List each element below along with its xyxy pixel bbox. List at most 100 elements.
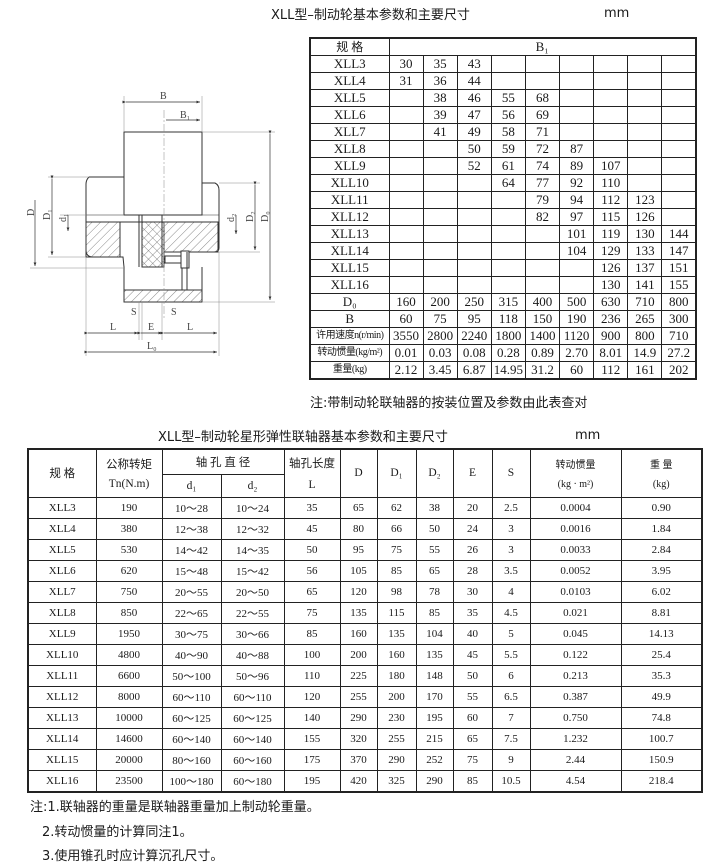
table-cell: 3.95 xyxy=(620,559,703,582)
param-label: 许用速度n(r/min) xyxy=(309,327,390,345)
param-cell: 0.89 xyxy=(524,344,561,362)
table-cell: 110 xyxy=(283,664,341,687)
footnote-2: 2.转动惯量的计算同注1。 xyxy=(42,825,193,840)
b1-cell xyxy=(627,55,663,73)
table-row: XLL14 14600 60～140 60～140 155 320 255 215 65 7.5 1… xyxy=(27,727,703,750)
b1-cell xyxy=(661,123,697,141)
param-cell: 95 xyxy=(456,310,492,328)
table-cell: 135 xyxy=(339,601,378,624)
table-cell: 35 xyxy=(283,496,341,519)
b1-cell: 61 xyxy=(490,157,526,175)
spec-cell: XLL13 xyxy=(309,225,390,243)
table-cell: 23500 xyxy=(95,769,163,792)
b1-cell: 101 xyxy=(559,225,595,243)
table-cell: 22～65 xyxy=(161,601,222,624)
param-row: 重量(kg) 2.12 3.45 6.87 14.95 31.2 60 112 161 202 xyxy=(309,361,697,380)
b1-cell xyxy=(559,55,595,73)
b1-cell: 137 xyxy=(627,259,663,277)
dim-label-d2-outer: D₂ xyxy=(245,211,256,222)
table-cell: 5.5 xyxy=(491,643,531,666)
table-cell: 10～28 xyxy=(161,496,222,519)
b1-cell xyxy=(490,259,526,277)
table-cell: 290 xyxy=(376,748,417,771)
header-e: E xyxy=(452,448,493,498)
param-cell: 27.2 xyxy=(661,344,697,362)
table-cell: 38 xyxy=(415,496,454,519)
b1-cell xyxy=(661,208,697,226)
b1-cell: 133 xyxy=(627,242,663,260)
param-cell: 250 xyxy=(456,293,492,311)
spec-cell: XLL9 xyxy=(309,157,390,175)
b1-cell: 46 xyxy=(456,89,492,107)
table-cell: 2.84 xyxy=(620,538,703,561)
table-cell: 255 xyxy=(339,685,378,708)
dim-label-e: E xyxy=(148,322,154,333)
table-cell: 850 xyxy=(95,601,163,624)
dim-label-l-right: L xyxy=(187,322,193,333)
table-cell: 65 xyxy=(452,727,493,750)
table-cell: 175 xyxy=(283,748,341,771)
table-cell: 45 xyxy=(283,517,341,540)
table-cell: 180 xyxy=(376,664,417,687)
b1-cell: 147 xyxy=(661,242,697,260)
footnote-1: 注:1.联轴器的重量是联轴器重量加上制动轮重量。 xyxy=(30,800,320,815)
header-s: S xyxy=(491,448,531,498)
table-row: XLL5 38 46 55 68 xyxy=(309,89,697,107)
b1-cell: 52 xyxy=(456,157,492,175)
table-cell: 225 xyxy=(339,664,378,687)
table-cell: 0.0016 xyxy=(529,517,622,540)
b1-cell: 126 xyxy=(627,208,663,226)
table-cell: 60～160 xyxy=(220,748,285,771)
table-cell: 320 xyxy=(339,727,378,750)
table-cell: 45 xyxy=(452,643,493,666)
b1-cell: 74 xyxy=(524,157,561,175)
table-cell: 190 xyxy=(95,496,163,519)
table-cell: 0.0033 xyxy=(529,538,622,561)
table-cell: 60～180 xyxy=(220,769,285,792)
param-cell: 2240 xyxy=(456,327,492,345)
table-cell: 230 xyxy=(376,706,417,729)
table-cell: 0.045 xyxy=(529,622,622,645)
param-cell: 2.70 xyxy=(559,344,595,362)
header-weight-label: 重 量 xyxy=(650,460,673,472)
b1-cell xyxy=(661,89,697,107)
table-cell: 60～140 xyxy=(161,727,222,750)
dim-label-l0: L₀ xyxy=(147,341,157,352)
dim-label-s-right: S xyxy=(171,307,177,318)
table-cell: 20～55 xyxy=(161,580,222,603)
b1-cell xyxy=(388,123,424,141)
table-cell: 370 xyxy=(339,748,378,771)
dim-label-d1-outer: D₁ xyxy=(42,209,53,220)
b1-cell xyxy=(661,174,697,192)
table-cell: 0.122 xyxy=(529,643,622,666)
table-cell: 95 xyxy=(339,538,378,561)
param-label: D₀ xyxy=(309,293,390,311)
table-cell: 12～32 xyxy=(220,517,285,540)
header-inertia-label: 转动惯量 xyxy=(555,460,596,472)
param-cell: 315 xyxy=(490,293,526,311)
b1-cell xyxy=(524,276,561,294)
table-cell: 28 xyxy=(452,559,493,582)
b1-cell: 43 xyxy=(456,55,492,73)
spec-cell: XLL15 xyxy=(309,259,390,277)
param-cell: 0.08 xyxy=(456,344,492,362)
param-cell: 1800 xyxy=(490,327,526,345)
table-cell: 252 xyxy=(415,748,454,771)
param-row: D₀ 160 200 250 315 400 500 630 710 800 xyxy=(309,293,697,311)
b1-cell xyxy=(490,191,526,209)
b1-cell: 144 xyxy=(661,225,697,243)
table-cell: 255 xyxy=(376,727,417,750)
table-cell: 530 xyxy=(95,538,163,561)
b1-cell: 89 xyxy=(559,157,595,175)
header-d2: D₂ xyxy=(415,448,454,498)
b1-cell xyxy=(490,55,526,73)
b1-cell xyxy=(559,106,595,124)
table-row: XLL13 10000 60～125 60～125 140 290 230 195 60 7 0.7… xyxy=(27,706,703,729)
table-cell: 30～66 xyxy=(220,622,285,645)
b1-cell xyxy=(593,89,629,107)
header-weight-unit: (kg) xyxy=(652,479,670,491)
table-cell: 6600 xyxy=(95,664,163,687)
table-cell: 10～24 xyxy=(220,496,285,519)
table-cell: 50～96 xyxy=(220,664,285,687)
param-cell: 14.95 xyxy=(490,361,526,380)
